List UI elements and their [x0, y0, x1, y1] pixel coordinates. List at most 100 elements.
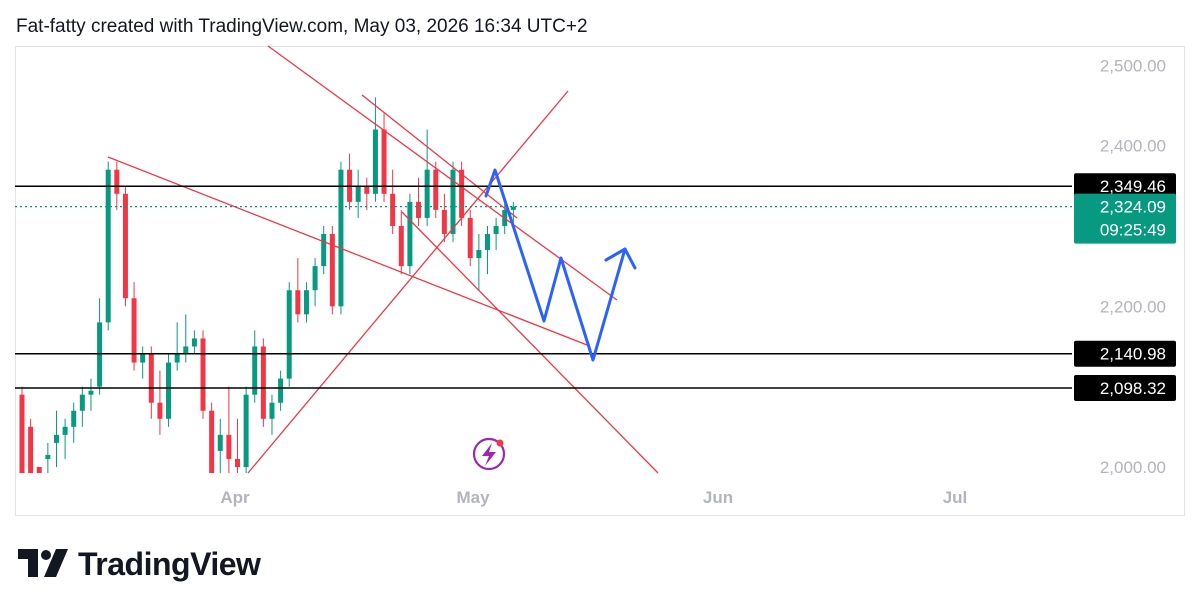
- y-tick-label: 2,400.00: [1100, 137, 1166, 156]
- candle-body: [398, 225, 404, 267]
- candle-body: [45, 454, 51, 459]
- candle-body: [79, 394, 85, 411]
- trendline: [107, 156, 588, 346]
- y-tick-label: 2,000.00: [1100, 458, 1166, 477]
- candle-body: [450, 169, 456, 234]
- candle-body: [364, 185, 370, 194]
- candle: [269, 394, 275, 435]
- candle: [209, 402, 215, 473]
- candle: [390, 169, 396, 234]
- candle: [433, 161, 439, 218]
- candle-body: [157, 402, 163, 419]
- candle-body: [174, 354, 180, 363]
- candle: [329, 225, 335, 315]
- x-tick-label: Jul: [943, 488, 968, 507]
- candle: [19, 386, 25, 473]
- candle: [235, 418, 240, 473]
- candle-body: [424, 169, 430, 218]
- candle: [97, 298, 103, 395]
- candle: [441, 193, 447, 243]
- chart-attribution: Fat-fatty created with TradingView.com, …: [16, 16, 588, 37]
- candle-body: [148, 354, 154, 403]
- candle: [71, 402, 77, 443]
- candle-body: [71, 410, 77, 427]
- candle-body: [166, 362, 172, 419]
- candle-body: [329, 233, 335, 307]
- candle: [166, 354, 172, 427]
- candle-body: [433, 169, 439, 210]
- candle: [407, 193, 413, 275]
- candle: [174, 322, 180, 371]
- candle-body: [390, 193, 396, 226]
- candle: [493, 217, 499, 251]
- tradingview-logo-icon: [18, 548, 68, 577]
- current-price-box: [1074, 193, 1176, 244]
- candle-body: [278, 378, 284, 403]
- chart-frame: [15, 46, 1185, 516]
- candle: [398, 209, 404, 275]
- candle: [148, 346, 154, 419]
- level-label-box: [1074, 374, 1176, 401]
- candle: [53, 410, 59, 467]
- candle: [372, 97, 378, 202]
- candle-body: [140, 354, 146, 363]
- candle-body: [407, 201, 413, 267]
- candle-body: [372, 129, 378, 194]
- tradingview-brand: TradingView: [18, 546, 261, 583]
- candle: [62, 418, 68, 459]
- candle-body: [493, 225, 499, 234]
- level-label-box: [1074, 173, 1176, 200]
- level-label: 2,349.46: [1100, 177, 1166, 196]
- candle: [243, 386, 249, 473]
- candle-body: [105, 169, 111, 323]
- candle: [312, 258, 318, 307]
- current-price-label: 2,324.09: [1100, 198, 1166, 217]
- trendlines-layer: [107, 45, 659, 474]
- candle: [200, 330, 206, 419]
- candle-body: [243, 394, 249, 467]
- candle-body: [122, 193, 128, 299]
- candle: [105, 161, 111, 331]
- candle-body: [321, 233, 327, 267]
- candle: [45, 442, 51, 473]
- candle: [459, 161, 465, 226]
- candle-body: [303, 290, 309, 315]
- trendline: [361, 94, 518, 219]
- candle-body: [226, 434, 232, 459]
- candle: [476, 233, 482, 291]
- candle: [467, 209, 473, 267]
- projection-path: [484, 168, 627, 362]
- candle: [79, 386, 85, 427]
- trendline: [401, 211, 659, 474]
- candle-body: [510, 206, 516, 210]
- candle-body: [295, 290, 301, 315]
- candle-body: [441, 209, 447, 234]
- x-tick-label: Apr: [220, 488, 250, 507]
- candles-layer: [19, 97, 516, 473]
- tradingview-wordmark: TradingView: [78, 546, 261, 582]
- candle-body: [416, 201, 422, 218]
- candle-body: [209, 410, 215, 473]
- candle-body: [97, 322, 103, 387]
- candle: [260, 338, 266, 427]
- candle-body: [191, 338, 197, 347]
- y-tick-label: 2,200.00: [1100, 297, 1166, 316]
- candle: [416, 177, 422, 226]
- projection-arrowhead: [604, 247, 637, 270]
- candle: [286, 282, 292, 387]
- candle: [295, 258, 301, 323]
- trendline: [267, 45, 618, 301]
- candle: [191, 330, 197, 355]
- candle-body: [200, 338, 206, 411]
- candle: [183, 314, 189, 363]
- candle: [217, 418, 223, 473]
- candle-body: [28, 426, 34, 473]
- candle: [347, 153, 353, 210]
- candle-body: [381, 129, 387, 194]
- candle-body: [467, 217, 473, 259]
- candle: [88, 378, 94, 411]
- candle: [364, 177, 370, 210]
- candle-body: [252, 346, 258, 395]
- candle-body: [88, 390, 94, 395]
